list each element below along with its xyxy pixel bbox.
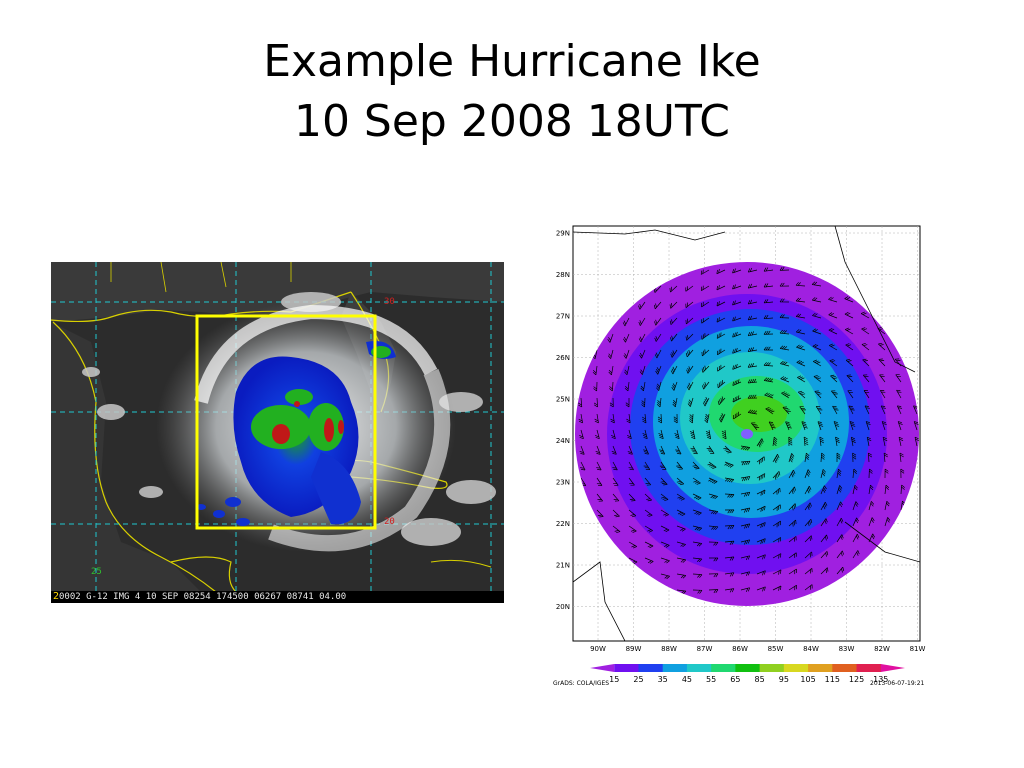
slide-title-line-1: Example Hurricane Ike (263, 36, 761, 87)
wind-field-plot: 29N 28N 27N 26N 25N 24N 23N 22N 21N 20N 90W 89W 88W… (545, 222, 935, 692)
colorbar-label: 125 (849, 675, 864, 684)
lon-tick-label: 82W (874, 645, 890, 653)
colorbar-segment (590, 664, 615, 672)
lon-tick-label: 86W (732, 645, 748, 653)
colorbar-label: 55 (706, 675, 716, 684)
lon-tick-label: 83W (839, 645, 855, 653)
colorbar-label: 45 (682, 675, 692, 684)
colorbar-segment (759, 664, 785, 672)
colorbar-label: 35 (658, 675, 668, 684)
lat-tick-label: 22N (556, 520, 570, 528)
colorbar-label: 135 (873, 675, 888, 684)
colorbar-segment (735, 664, 761, 672)
lat-tick-label: 24N (556, 437, 570, 445)
colorbar-segment (856, 664, 882, 672)
wind-rings (575, 262, 919, 606)
lat-tick-label: 29N (556, 230, 570, 238)
wind-barbs (578, 266, 919, 595)
lat-tick-label: 21N (556, 562, 570, 570)
lon-tick-label: 90W (590, 645, 606, 653)
lon-tick-label: 87W (697, 645, 713, 653)
plot-timestamp: 2013-06-07-19:21 (870, 680, 925, 687)
lat-tick-label: 26N (556, 354, 570, 362)
lon-tick-label: 81W (910, 645, 926, 653)
satellite-caption: 0002 G-12 IMG 4 10 SEP 08254 174500 0626… (51, 591, 504, 603)
lat-tick-label: 27N (556, 313, 570, 321)
colorbar-label: 25 (633, 675, 643, 684)
lon-tick-label: 88W (661, 645, 677, 653)
colorbar: 15 25 35 45 55 65 85 95 105 115 125 135 (590, 664, 905, 684)
satellite-frame-number: 2 (53, 591, 60, 602)
satellite-image: 30 20 25 0002 G-12 IMG 4 10 SEP 08254 17… (51, 262, 504, 603)
model-domain-box (195, 314, 377, 530)
colorbar-segment (662, 664, 688, 672)
colorbar-label: 15 (609, 675, 619, 684)
colorbar-segment (880, 664, 905, 672)
colorbar-segment (783, 664, 809, 672)
colorbar-segment (686, 664, 712, 672)
wind-field-graphic: 29N 28N 27N 26N 25N 24N 23N 22N 21N 20N 90W 89W 88W… (553, 225, 926, 687)
lon-tick-label: 89W (626, 645, 642, 653)
colorbar-label: 95 (779, 675, 789, 684)
colorbar-segment (808, 664, 833, 672)
satellite-image-graphic: 30 20 25 (51, 262, 504, 593)
colorbar-label: 85 (755, 675, 765, 684)
colorbar-segment (638, 664, 664, 672)
lat-tick-label: 28N (556, 271, 570, 279)
lat-tick-label: 20N (556, 603, 570, 611)
colorbar-segment (711, 664, 736, 672)
lat-tick-label: 25N (556, 396, 570, 404)
grads-credit: GrADS: COLA/IGES (553, 680, 609, 687)
lon-tick-label: 84W (803, 645, 819, 653)
colorbar-segment (832, 664, 858, 672)
colorbar-label: 115 (825, 675, 840, 684)
colorbar-label: 65 (730, 675, 740, 684)
lon-tick-label: 85W (768, 645, 784, 653)
lat-label-20: 20 (384, 517, 395, 527)
slide-title: Example Hurricane Ike 10 Sep 2008 18UTC (0, 32, 1024, 152)
lon-label: 25 (91, 567, 102, 577)
lat-label-30: 30 (384, 297, 395, 307)
land-mass (51, 262, 504, 322)
colorbar-segment (614, 664, 639, 672)
lat-tick-label: 23N (556, 479, 570, 487)
colorbar-label: 105 (800, 675, 815, 684)
slide-title-line-2: 10 Sep 2008 18UTC (293, 96, 731, 147)
